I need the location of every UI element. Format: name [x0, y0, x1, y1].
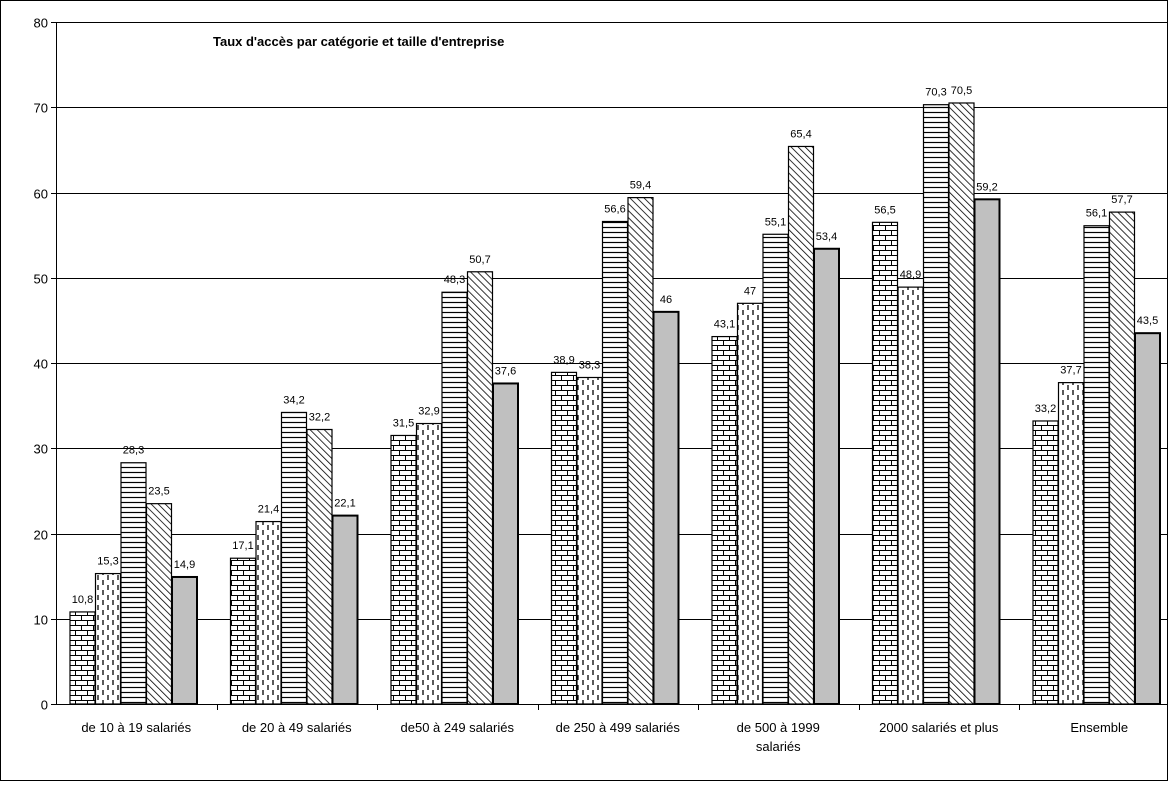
bar — [1083, 225, 1110, 705]
data-label: 70,3 — [925, 87, 946, 99]
bar — [627, 197, 654, 705]
y-tick-label: 80 — [34, 16, 48, 31]
data-label: 48,3 — [444, 274, 465, 286]
bar — [550, 371, 578, 705]
bar — [390, 434, 417, 705]
bar — [255, 520, 282, 705]
data-label: 23,5 — [148, 486, 169, 498]
y-tick-label: 0 — [41, 698, 48, 713]
data-label: 38,3 — [579, 359, 600, 371]
bar — [948, 102, 975, 705]
y-tick-label: 70 — [34, 101, 48, 116]
bar — [145, 503, 173, 705]
y-tick-label: 10 — [34, 613, 48, 628]
bar — [871, 221, 899, 705]
data-label: 37,6 — [495, 365, 516, 377]
x-tick-label: de50 à 249 salariés — [401, 720, 515, 735]
x-tick-label: de 250 à 499 salariés — [556, 720, 681, 735]
y-tick-label: 50 — [34, 272, 48, 287]
bar — [331, 514, 359, 705]
bar — [94, 572, 122, 705]
data-label: 53,4 — [816, 231, 837, 243]
bar — [787, 145, 815, 705]
data-label: 32,9 — [418, 406, 439, 418]
data-label: 70,5 — [951, 85, 972, 97]
data-label: 59,2 — [976, 181, 997, 193]
bar — [280, 411, 308, 705]
data-label: 56,1 — [1086, 208, 1107, 220]
bar — [69, 611, 96, 705]
x-tick-label: salariés — [756, 739, 801, 754]
data-label: 28,3 — [123, 445, 144, 457]
bar — [441, 291, 468, 705]
bars — [69, 102, 1161, 705]
data-label: 56,6 — [604, 203, 625, 215]
data-label: 38,9 — [553, 354, 574, 366]
data-label: 21,4 — [258, 504, 279, 516]
bar — [813, 247, 840, 705]
bar — [1134, 332, 1161, 705]
data-label: 65,4 — [790, 128, 811, 140]
bar — [897, 286, 924, 705]
data-label: 33,2 — [1035, 403, 1056, 415]
bar — [492, 382, 519, 705]
bar — [762, 233, 789, 705]
bar — [306, 428, 333, 705]
chart-title: Taux d'accès par catégorie et taille d'e… — [213, 34, 504, 49]
x-tick-label: de 500 à 1999 — [737, 720, 820, 735]
x-tick-label: Ensemble — [1070, 720, 1128, 735]
data-label: 10,8 — [72, 594, 93, 606]
x-tick-label: 2000 salariés et plus — [879, 720, 999, 735]
data-labels: 10,8 15,3 28,3 23,5 14,9 17,1 21,4 34,2 32,2 22,1… — [72, 85, 1158, 606]
bar — [1057, 382, 1085, 705]
y-tick-label: 30 — [34, 442, 48, 457]
bar — [576, 376, 603, 705]
data-label: 46 — [660, 294, 672, 306]
bar — [652, 310, 680, 705]
data-label: 56,5 — [874, 204, 895, 216]
data-label: 32,2 — [309, 411, 330, 423]
bar — [922, 104, 950, 705]
bar — [973, 198, 1001, 705]
bar — [736, 302, 764, 705]
data-label: 37,7 — [1060, 365, 1081, 377]
bar — [120, 462, 147, 705]
x-tick-label: de 20 à 49 salariés — [242, 720, 352, 735]
data-label: 34,2 — [283, 394, 304, 406]
data-label: 55,1 — [765, 216, 786, 228]
data-label: 43,5 — [1137, 315, 1158, 327]
data-label: 48,9 — [900, 269, 921, 281]
bar — [415, 422, 443, 705]
bar — [711, 335, 738, 705]
bar — [229, 557, 257, 705]
data-label: 57,7 — [1111, 194, 1132, 206]
bar — [601, 220, 629, 705]
y-tick-label: 40 — [34, 357, 48, 372]
data-label: 50,7 — [469, 254, 490, 266]
data-label: 15,3 — [97, 556, 118, 568]
data-label: 22,1 — [334, 498, 355, 510]
data-label: 31,5 — [393, 417, 414, 429]
bar — [466, 271, 494, 705]
y-tick-label: 20 — [34, 528, 48, 543]
y-tick-label: 60 — [34, 187, 48, 202]
bar — [171, 575, 198, 705]
x-tick-label: de 10 à 19 salariés — [81, 720, 191, 735]
data-label: 17,1 — [232, 540, 253, 552]
data-label: 43,1 — [714, 319, 735, 331]
data-label: 59,4 — [630, 180, 651, 192]
bar — [1032, 420, 1059, 705]
bar — [1108, 211, 1136, 705]
data-label: 14,9 — [174, 559, 195, 571]
data-label: 47 — [744, 285, 756, 297]
